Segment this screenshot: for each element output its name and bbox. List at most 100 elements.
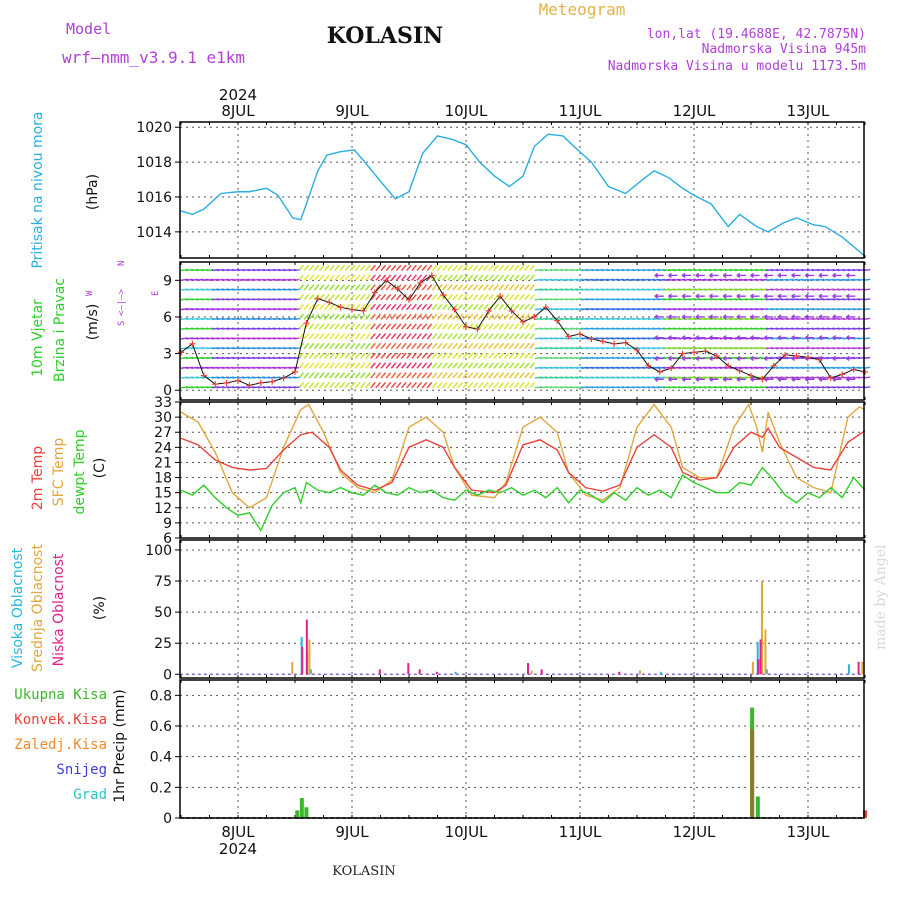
wind-barb [740, 386, 748, 389]
wind-barb [709, 278, 717, 282]
wind-arrow [763, 335, 774, 341]
wind-arrow [709, 335, 719, 341]
day-label-top: 11JUL [559, 102, 602, 120]
wind-barb [201, 327, 209, 330]
cloud-bar [764, 629, 767, 675]
cloud-bar [857, 661, 860, 675]
wind-barb [318, 274, 325, 281]
wind-barb [385, 323, 392, 330]
wind-barb [242, 347, 250, 350]
wind-barb [436, 372, 443, 379]
wind-barb [232, 298, 240, 301]
wind-barb [714, 288, 722, 291]
meteogram-label: Meteogram [539, 0, 626, 19]
wind-barb [688, 347, 696, 350]
wind-barb [591, 278, 599, 282]
wind-barb [390, 372, 397, 379]
wind-barb [704, 288, 712, 291]
wind-arrow [681, 272, 692, 279]
wind-barb [740, 307, 748, 311]
wind-barb [354, 294, 361, 301]
wind-barb [206, 278, 214, 282]
wind-barb [324, 372, 330, 379]
wind-barb [201, 366, 209, 369]
wind-barb [770, 327, 778, 330]
wind-barb [565, 298, 573, 301]
wind-barb [452, 362, 458, 369]
wind-barb [693, 347, 702, 350]
wind-barb [642, 386, 650, 389]
wind-barb [673, 376, 681, 379]
wind-barb [688, 288, 696, 291]
wind-barb [852, 347, 861, 350]
wind-arrow [750, 314, 760, 320]
wind-barb [806, 268, 814, 272]
wind-barb [642, 278, 650, 282]
wind-barb [288, 376, 296, 379]
wind-barb [380, 333, 387, 340]
wind-barb [216, 337, 224, 340]
wind-barb [806, 366, 814, 369]
wind-barb [180, 327, 189, 330]
wind-barb [365, 303, 371, 311]
wind-barb [206, 327, 214, 330]
wind-barb [221, 386, 230, 389]
wind-barb [775, 386, 784, 389]
wind-barb [745, 278, 753, 282]
model-elevation-text: Nadmorska Visina u modelu 1173.5m [608, 59, 866, 74]
wind-barb [781, 307, 789, 311]
wind-barb [262, 356, 271, 360]
wind-barb [529, 333, 535, 340]
wind-barb [513, 274, 520, 281]
wind-barb [201, 268, 209, 272]
wind-barb [570, 376, 578, 379]
wind-barb [724, 386, 732, 389]
wind-barb [534, 347, 542, 350]
wind-barb [483, 284, 489, 291]
wind-barb [668, 307, 676, 311]
wind-barb [370, 264, 376, 271]
wind-barb [247, 278, 255, 282]
wind-barb [483, 294, 489, 301]
wind-barb [540, 356, 548, 360]
wind-barb [447, 381, 453, 389]
wind-barb [801, 288, 809, 291]
tick-label-y: 0.8 [150, 688, 172, 704]
wind-barb [318, 323, 325, 330]
wind-barb [796, 268, 804, 272]
wind-barb [303, 381, 310, 389]
wind-barb [817, 298, 825, 301]
wind-arrow [736, 355, 746, 362]
wind-barb [257, 366, 265, 369]
wind-barb [201, 317, 209, 321]
wind-barb [622, 366, 630, 369]
wind-barb [755, 337, 763, 340]
wind-barb [740, 366, 748, 369]
wind-barb [673, 347, 681, 350]
wind-barb [180, 307, 189, 311]
wind-barb [257, 376, 265, 379]
wind-barb [740, 347, 748, 350]
wind-barb [534, 278, 542, 282]
wind-barb [237, 327, 245, 330]
wind-barb [247, 347, 255, 350]
wind-barb [431, 352, 438, 359]
wind-barb [591, 288, 599, 291]
wind-barb [852, 268, 861, 272]
low-cloud-title: Niska Oblacnost [51, 553, 67, 666]
wind-barb [745, 307, 753, 311]
wind-arrow [681, 293, 692, 299]
cloud-bar [618, 671, 621, 675]
panel-frame [179, 261, 865, 401]
wind-barb [508, 294, 515, 301]
wind-barb [360, 342, 366, 350]
wind-barb [632, 356, 640, 360]
wind-barb [827, 307, 835, 311]
wind-barb [652, 278, 660, 282]
wind-barb [436, 313, 443, 320]
legend-total-precip: Ukupna Kisa [14, 687, 107, 703]
wind-barb [503, 352, 510, 359]
wind-barb [622, 376, 630, 379]
wind-barb [447, 362, 453, 369]
wind-barb [180, 317, 189, 321]
